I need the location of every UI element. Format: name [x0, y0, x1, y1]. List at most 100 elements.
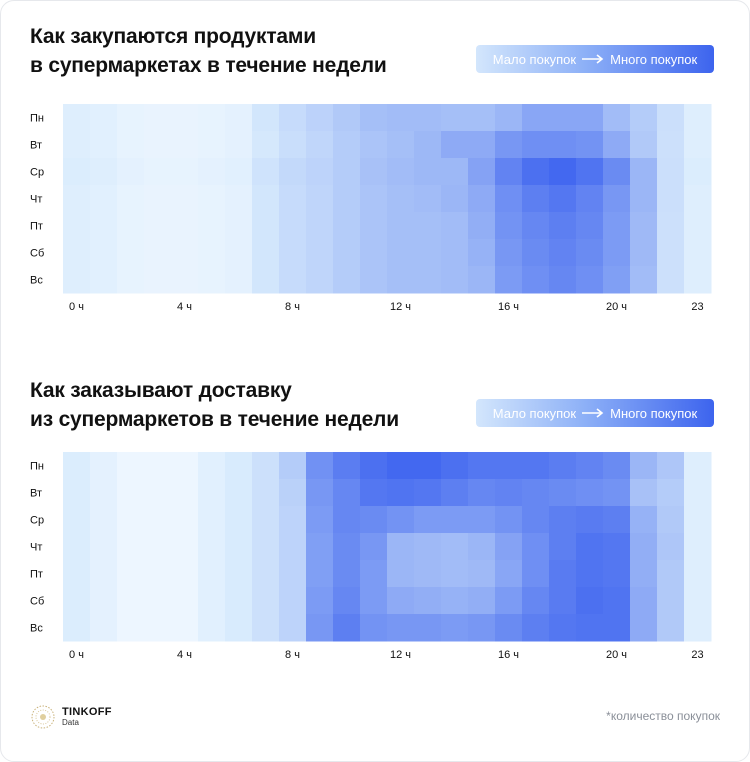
- heatmap-cell: [360, 266, 388, 294]
- heatmap-cell: [414, 560, 442, 588]
- heatmap-cell: [630, 506, 658, 534]
- heatmap-cell: [144, 212, 172, 240]
- heatmap-cell: [549, 131, 577, 159]
- heatmap-cell: [630, 131, 658, 159]
- heatmap-cell: [522, 104, 550, 132]
- heatmap-cell: [522, 479, 550, 507]
- heatmap-cell: [144, 266, 172, 294]
- heatmap-cell: [90, 506, 118, 534]
- heatmap-cell: [387, 185, 415, 213]
- heatmap-cell: [414, 614, 442, 642]
- heatmap-cell: [576, 185, 604, 213]
- heatmap-cell: [684, 533, 712, 561]
- heatmap-cell: [657, 533, 685, 561]
- heatmap-cell: [171, 239, 199, 267]
- heatmap-cell: [603, 104, 631, 132]
- heatmap-cell: [441, 533, 469, 561]
- heatmap-cell: [90, 533, 118, 561]
- heatmap-cell: [603, 131, 631, 159]
- heatmap-cell: [144, 560, 172, 588]
- heatmap-cell: [63, 560, 91, 588]
- heatmap-cell: [684, 614, 712, 642]
- heatmap-cell: [90, 104, 118, 132]
- heatmap-cell: [225, 239, 253, 267]
- heatmap-cell: [117, 452, 145, 480]
- heatmap-svg: Пн Вт Ср Чт Пт Сб Вс 0 ч 4 ч 8 ч 12 ч 16 ч 20 ч 23: [30, 452, 712, 661]
- heatmap-cell: [279, 560, 307, 588]
- heatmap-cell: [171, 158, 199, 186]
- heatmap-cell: [144, 104, 172, 132]
- heatmap-cell: [441, 131, 469, 159]
- heatmap-cell: [252, 104, 280, 132]
- row-label: Чт: [30, 194, 42, 206]
- x-tick-label: 12 ч: [390, 301, 411, 313]
- heatmap-cell: [603, 614, 631, 642]
- heatmap-cell: [63, 212, 91, 240]
- heatmap-cell: [495, 452, 523, 480]
- x-tick-label: 0 ч: [69, 649, 84, 661]
- heatmap-cell: [495, 158, 523, 186]
- heatmap-cell: [252, 158, 280, 186]
- heatmap-delivery: Пн Вт Ср Чт Пт Сб Вс 0 ч 4 ч 8 ч 12 ч 16 ч 20 ч 23: [26, 452, 721, 671]
- heatmap-cell: [387, 560, 415, 588]
- heatmap-cell: [522, 185, 550, 213]
- heatmap-cell: [360, 587, 388, 615]
- heatmap-cell: [306, 506, 334, 534]
- heatmap-cell: [441, 479, 469, 507]
- heatmap-cell: [198, 185, 226, 213]
- heatmap-cell: [90, 266, 118, 294]
- heatmap-cell: [684, 185, 712, 213]
- x-tick-label: 16 ч: [498, 301, 519, 313]
- heatmap-cell: [468, 158, 496, 186]
- heatmap-cell: [306, 212, 334, 240]
- heatmap-cell: [333, 479, 361, 507]
- heatmap-cell: [387, 212, 415, 240]
- heatmap-cell: [252, 452, 280, 480]
- heatmap-cell: [198, 506, 226, 534]
- heatmap-cell: [63, 614, 91, 642]
- heatmap-cell: [441, 614, 469, 642]
- heatmap-cell: [468, 266, 496, 294]
- heatmap-cell: [90, 131, 118, 159]
- heatmap-cell: [360, 614, 388, 642]
- brand-name: TINKOFF: [62, 706, 112, 718]
- heatmap-cell: [225, 506, 253, 534]
- heatmap-cell: [117, 614, 145, 642]
- heatmap-cell: [117, 185, 145, 213]
- heatmap-cell: [90, 452, 118, 480]
- heatmap-cell: [549, 158, 577, 186]
- heatmap-cell: [630, 266, 658, 294]
- heatmap-cell: [468, 614, 496, 642]
- color-legend: Мало покупок Много покупок: [476, 45, 714, 73]
- heatmap-cell: [441, 452, 469, 480]
- heatmap-cell: [225, 587, 253, 615]
- heatmap-cell: [360, 479, 388, 507]
- heatmap-purchases: Пн Вт Ср Чт Пт Сб Вс 0 ч 4 ч 8 ч 12 ч 16 ч 20 ч 23: [26, 104, 721, 323]
- heatmap-cell: [549, 239, 577, 267]
- heatmap-cell: [63, 479, 91, 507]
- heatmap-cell: [90, 560, 118, 588]
- heatmap-cell: [333, 131, 361, 159]
- heatmap-cell: [468, 479, 496, 507]
- heatmap-cell: [603, 212, 631, 240]
- x-tick-label: 20 ч: [606, 301, 627, 313]
- heatmap-cell: [657, 212, 685, 240]
- heatmap-cell: [279, 239, 307, 267]
- heatmap-cell: [441, 266, 469, 294]
- heatmap-cell: [360, 212, 388, 240]
- heatmap-cell: [306, 185, 334, 213]
- heatmap-cell: [306, 560, 334, 588]
- heatmap-cell: [468, 560, 496, 588]
- heatmap-cell: [576, 479, 604, 507]
- heatmap-cell: [576, 104, 604, 132]
- heatmap-cell: [468, 587, 496, 615]
- heatmap-cell: [198, 158, 226, 186]
- heatmap-cell: [468, 506, 496, 534]
- heatmap-cell: [252, 533, 280, 561]
- heatmap-cell: [333, 533, 361, 561]
- heatmap-cell: [603, 158, 631, 186]
- heatmap-cell: [90, 158, 118, 186]
- heatmap-cell: [414, 212, 442, 240]
- heatmap-cell: [279, 131, 307, 159]
- heatmap-cell: [306, 239, 334, 267]
